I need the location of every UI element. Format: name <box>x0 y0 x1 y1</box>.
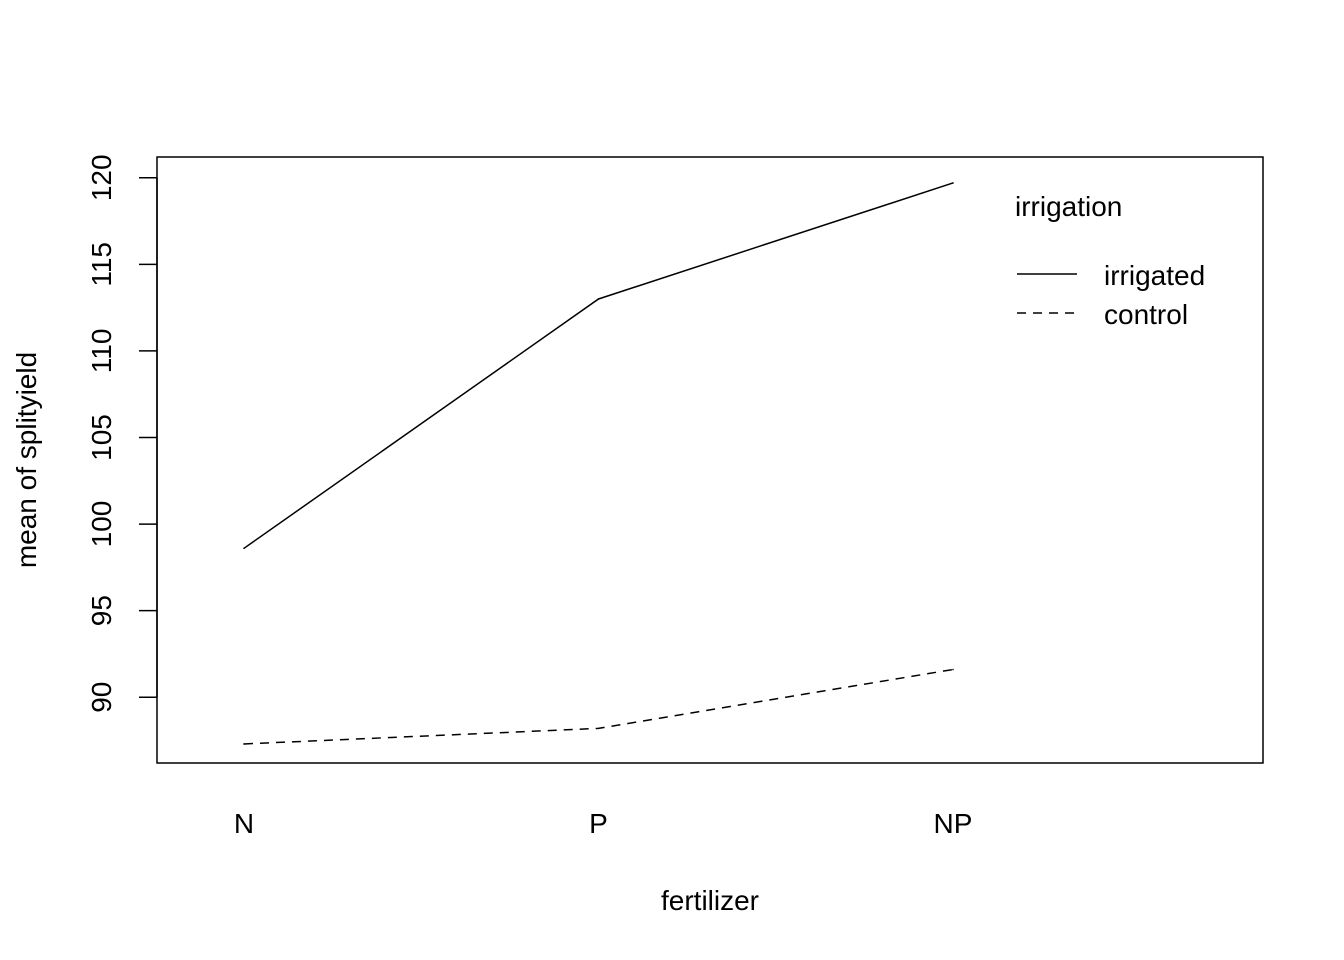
x-axis-title: fertilizer <box>661 885 759 916</box>
data-point-irrigated <box>952 182 954 184</box>
y-tick-label: 90 <box>86 682 117 713</box>
legend: irrigation irrigated control <box>1015 191 1205 330</box>
data-point-control <box>952 668 954 671</box>
data-point-irrigated <box>597 298 600 300</box>
y-tick-label: 115 <box>86 242 117 287</box>
data-point-control <box>243 743 245 745</box>
x-tick-label: P <box>589 808 608 839</box>
y-tick-label: 110 <box>86 329 117 374</box>
y-tick-label: 120 <box>86 154 117 201</box>
data-point-irrigated <box>243 547 245 550</box>
x-axis: N P NP <box>234 808 973 839</box>
y-tick-label: 95 <box>86 595 117 626</box>
data-point-control <box>597 727 600 730</box>
x-tick-label: N <box>234 808 254 839</box>
legend-title: irrigation <box>1015 191 1122 222</box>
series-line-irrigated <box>243 182 954 549</box>
plot-frame <box>156 156 1264 764</box>
series-line-control <box>243 668 954 745</box>
y-axis: 90 95 100 105 110 115 120 <box>86 154 158 713</box>
x-tick-label: NP <box>934 808 973 839</box>
y-axis-title: mean of splityield <box>11 352 42 568</box>
legend-label-irrigated: irrigated <box>1104 260 1205 291</box>
y-tick-label: 105 <box>86 414 117 461</box>
series-layer <box>243 182 954 745</box>
y-tick-label: 100 <box>86 501 117 548</box>
legend-label-control: control <box>1104 299 1188 330</box>
